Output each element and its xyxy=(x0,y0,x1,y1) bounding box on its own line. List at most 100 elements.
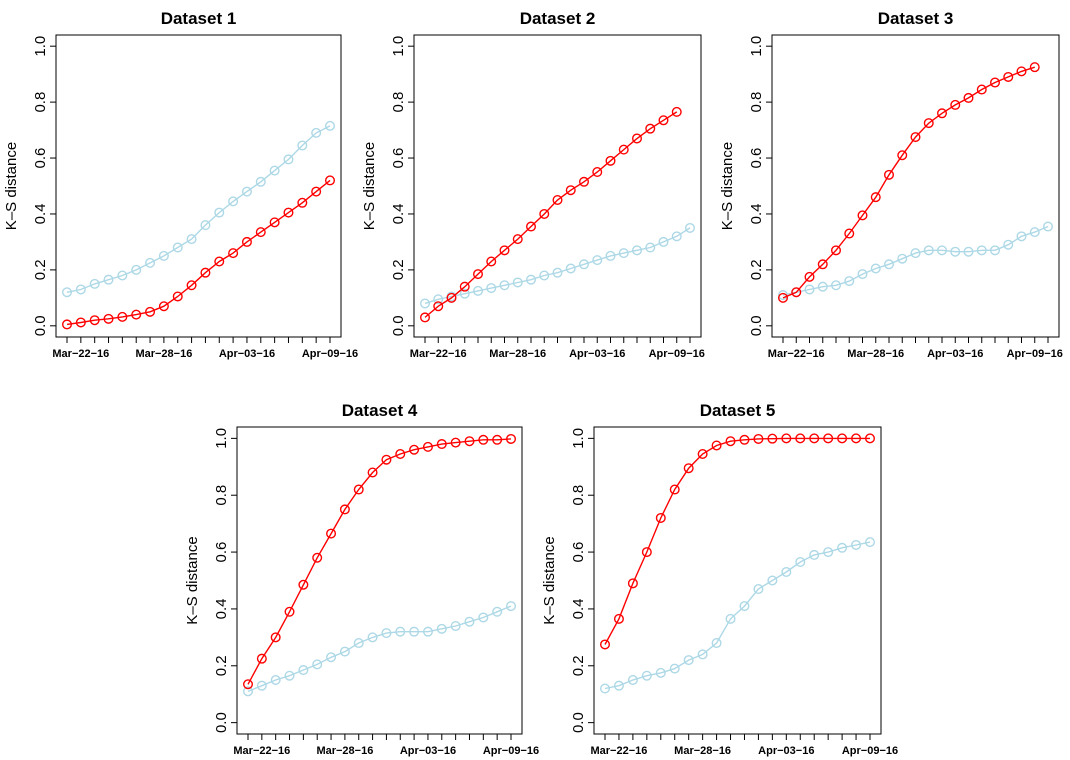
data-point xyxy=(228,248,239,259)
data-point xyxy=(312,552,323,563)
series-1 xyxy=(600,537,876,694)
data-point xyxy=(655,667,666,678)
data-point xyxy=(117,311,128,322)
y-axis-label: K–S distance xyxy=(719,142,736,230)
data-point xyxy=(409,626,420,637)
data-point xyxy=(990,245,1001,256)
data-point xyxy=(367,632,378,643)
data-point xyxy=(284,606,295,617)
data-point xyxy=(627,578,638,589)
chart-title: Dataset 5 xyxy=(700,401,776,420)
x-tick-label: Apr−09−16 xyxy=(302,348,358,360)
chart-panel-4: Dataset 4 K–S distance 0.0 0.2 0.4 0.6 0.8 1.0 M… xyxy=(184,401,539,757)
data-point xyxy=(817,259,828,270)
series-line xyxy=(247,605,512,693)
data-point xyxy=(823,547,834,558)
data-point xyxy=(492,606,503,617)
data-point xyxy=(420,298,431,309)
y-tick-label: 1.0 xyxy=(748,36,765,57)
data-point xyxy=(526,221,537,232)
data-point xyxy=(186,280,197,291)
chart-title: Dataset 1 xyxy=(161,9,237,28)
data-point xyxy=(241,236,252,247)
x-tick-label: Mar−22−16 xyxy=(233,745,290,757)
chart-panel-2: Dataset 2 K–S distance 0.0 0.2 0.4 0.6 0.8 1.0 M… xyxy=(361,9,705,360)
data-point xyxy=(242,679,253,690)
data-point xyxy=(228,196,239,207)
data-point xyxy=(753,584,764,595)
y-tick-label: 0.4 xyxy=(32,204,49,225)
data-point xyxy=(486,256,497,267)
data-point xyxy=(117,270,128,281)
data-point xyxy=(976,84,987,95)
data-point xyxy=(613,680,624,691)
data-point xyxy=(600,683,611,694)
data-point xyxy=(870,192,881,203)
data-point xyxy=(62,319,73,330)
data-point xyxy=(450,437,461,448)
data-point xyxy=(671,231,682,242)
data-point xyxy=(450,620,461,631)
data-point xyxy=(632,245,643,256)
plot-frame xyxy=(413,34,702,338)
data-point xyxy=(459,288,470,299)
data-point xyxy=(433,294,444,305)
data-point xyxy=(255,227,266,238)
x-tick-label: Apr−09−16 xyxy=(842,745,898,757)
y-tick-label: 0.6 xyxy=(570,542,587,563)
data-point xyxy=(781,566,792,577)
data-point xyxy=(381,454,392,465)
data-point xyxy=(778,292,789,303)
data-point xyxy=(269,217,280,228)
series-line xyxy=(66,125,331,293)
y-tick-label: 0.2 xyxy=(570,655,587,676)
series-line xyxy=(424,111,678,318)
x-tick-label: Mar−22−16 xyxy=(52,348,109,360)
data-point xyxy=(923,118,934,129)
data-point xyxy=(592,255,603,266)
plot-frame xyxy=(593,426,882,735)
series-line xyxy=(604,437,870,645)
series-line xyxy=(424,227,691,305)
series-line xyxy=(782,225,1049,296)
series-2 xyxy=(242,433,517,690)
data-point xyxy=(499,245,510,256)
plot-frame xyxy=(55,34,342,338)
x-tick-label: Apr−09−16 xyxy=(1007,348,1063,360)
data-point xyxy=(600,639,611,650)
x-tick-label: Apr−09−16 xyxy=(483,745,539,757)
data-point xyxy=(618,248,629,259)
data-point xyxy=(963,246,974,257)
data-point xyxy=(870,263,881,274)
data-point xyxy=(200,267,211,278)
data-point xyxy=(767,433,778,444)
y-tick-label: 0.0 xyxy=(390,315,407,336)
data-point xyxy=(552,267,563,278)
data-point xyxy=(711,440,722,451)
data-point xyxy=(270,632,281,643)
data-point xyxy=(433,301,444,312)
data-point xyxy=(844,228,855,239)
y-tick-label: 0.0 xyxy=(213,712,230,733)
data-point xyxy=(478,434,489,445)
series-1 xyxy=(420,222,696,309)
y-tick-label: 0.0 xyxy=(570,712,587,733)
data-point xyxy=(214,256,225,267)
data-point xyxy=(506,601,517,612)
data-point xyxy=(512,277,523,288)
data-point xyxy=(641,547,652,558)
data-point xyxy=(539,270,550,281)
data-point xyxy=(422,441,433,452)
plot-frame xyxy=(771,34,1060,338)
data-point xyxy=(512,234,523,245)
x-tick-label: Mar−22−16 xyxy=(591,745,648,757)
x-tick-label: Apr−03−16 xyxy=(569,348,625,360)
data-point xyxy=(658,115,669,126)
data-point xyxy=(464,436,475,447)
plot-frame xyxy=(236,426,523,735)
data-point xyxy=(353,484,364,495)
data-point xyxy=(1042,221,1053,232)
data-point xyxy=(809,549,820,560)
series-line xyxy=(247,438,512,685)
